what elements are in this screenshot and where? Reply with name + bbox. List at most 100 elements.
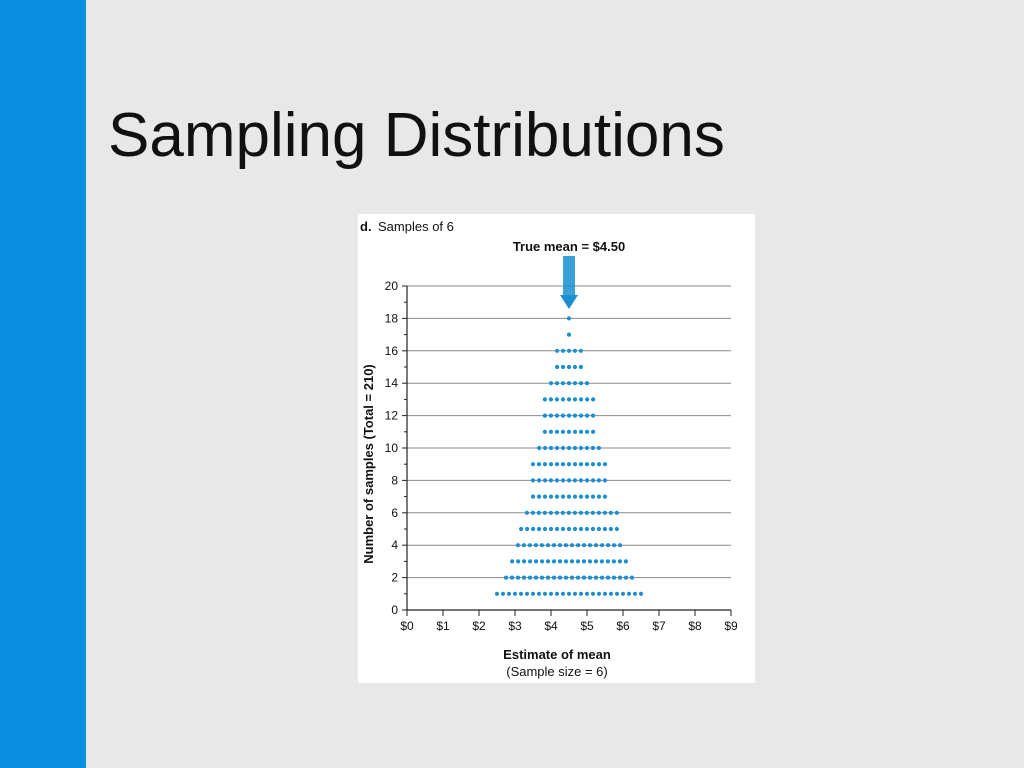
x-tick-label: $4	[544, 619, 558, 633]
x-axis-label: Estimate of mean	[503, 647, 611, 662]
dot	[596, 445, 601, 451]
dot	[590, 445, 596, 451]
dot	[551, 575, 557, 580]
dot	[581, 575, 587, 580]
dot	[590, 462, 596, 467]
dot	[572, 348, 578, 353]
dot	[537, 445, 542, 451]
dot	[584, 445, 590, 451]
y-tick-label: 12	[385, 409, 399, 423]
x-tick-label: $8	[688, 619, 702, 633]
y-tick-label: 4	[391, 538, 398, 552]
dot	[575, 559, 581, 564]
dot	[593, 575, 599, 580]
dot	[563, 543, 569, 548]
dot	[554, 413, 560, 418]
dot	[542, 429, 547, 434]
dot	[566, 462, 572, 467]
dot	[584, 494, 590, 499]
dot	[593, 543, 599, 548]
dot	[578, 462, 584, 467]
dot	[596, 462, 602, 467]
dot	[533, 559, 539, 564]
dot	[599, 543, 605, 548]
dot	[623, 559, 628, 564]
dot	[566, 445, 572, 451]
y-tick-label: 6	[391, 506, 398, 520]
dot	[587, 575, 593, 580]
dot	[530, 494, 536, 499]
dot	[578, 445, 584, 451]
dot	[554, 591, 560, 596]
dot	[590, 526, 596, 532]
dot	[584, 510, 589, 515]
dot	[560, 348, 566, 353]
dot	[548, 591, 554, 596]
dot	[566, 332, 572, 337]
dot	[584, 429, 590, 434]
dot	[548, 494, 554, 499]
dot	[545, 543, 551, 548]
dot	[578, 413, 584, 418]
dot	[614, 526, 619, 532]
axes: 0 2 4 6 8 10 12 14 16 18 20 $0 $1 $2 $3 $4 $5 $6 $7 $8 $9	[385, 279, 738, 633]
dot	[527, 559, 533, 564]
dot	[539, 559, 545, 564]
dot	[566, 478, 572, 483]
dot	[557, 575, 563, 580]
dot	[569, 559, 575, 564]
dot	[548, 381, 554, 386]
dot	[566, 381, 572, 386]
dot	[542, 494, 548, 499]
dot	[638, 591, 644, 596]
x-tick-label: $1	[436, 619, 450, 633]
dot	[584, 397, 590, 402]
dot	[560, 526, 566, 532]
dot	[590, 510, 595, 515]
dot	[548, 462, 554, 467]
y-tick-label: 18	[385, 311, 399, 325]
dot	[557, 559, 563, 564]
x-tick-label: $6	[616, 619, 630, 633]
dot	[518, 591, 524, 596]
x-tick-label: $3	[508, 619, 522, 633]
y-tick-label: 14	[385, 376, 399, 390]
dot	[572, 413, 578, 418]
dot	[560, 510, 565, 515]
dot	[602, 478, 608, 483]
dot	[584, 478, 590, 483]
dot	[510, 559, 515, 564]
dot	[515, 543, 520, 548]
dot	[516, 559, 521, 564]
dot	[566, 429, 572, 434]
dot	[572, 494, 578, 499]
dot	[572, 591, 578, 596]
dot	[563, 575, 569, 580]
y-tick-label: 20	[385, 279, 399, 293]
dot	[542, 510, 547, 515]
dot	[554, 381, 560, 386]
dot	[605, 543, 611, 548]
dot	[590, 494, 596, 499]
dot	[578, 348, 583, 353]
dot	[602, 591, 608, 596]
dot	[578, 591, 584, 596]
dot	[542, 413, 547, 418]
dot	[554, 510, 559, 515]
dot	[542, 462, 548, 467]
dot	[566, 591, 572, 596]
dot	[560, 462, 566, 467]
dot	[554, 526, 560, 532]
dot	[575, 575, 581, 580]
dot	[602, 462, 608, 467]
dot	[548, 478, 554, 483]
x-tick-label: $2	[472, 619, 486, 633]
dot	[519, 526, 524, 532]
dot	[596, 478, 602, 483]
dot	[524, 591, 530, 596]
dot	[551, 543, 557, 548]
dot	[572, 429, 578, 434]
y-axis-label: Number of samples (Total = 210)	[361, 364, 376, 564]
dot	[560, 381, 566, 386]
dot	[566, 526, 572, 532]
